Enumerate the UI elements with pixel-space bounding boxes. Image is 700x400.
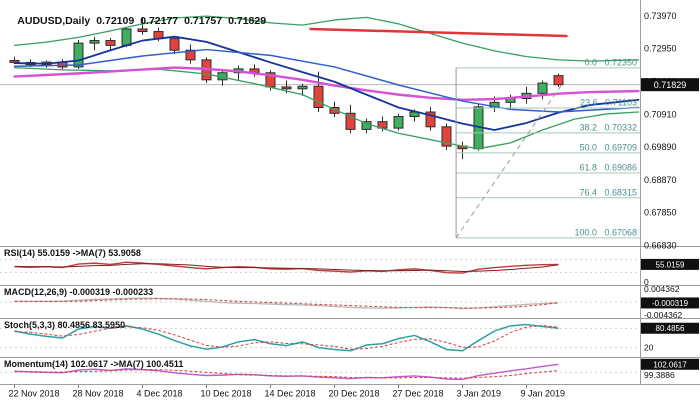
price-axis-label: 0.70910 bbox=[644, 109, 677, 119]
stoch-k-line bbox=[14, 323, 559, 352]
ohlc-open-value: 0.72109 bbox=[96, 15, 135, 27]
bull-candle bbox=[89, 40, 100, 44]
stoch-value-badge-text: 80.4856 bbox=[656, 324, 685, 333]
fib-level-label: 100.0 0.67068 bbox=[574, 227, 637, 237]
bull-candle bbox=[73, 42, 84, 68]
price-axis-label: 0.72950 bbox=[644, 44, 677, 54]
stoch-pane-label: Stoch(5,3,3) 80.4856 83.5950 bbox=[4, 320, 126, 330]
bear-candle bbox=[281, 86, 292, 90]
ohlc-close-value: 0.71829 bbox=[228, 15, 267, 27]
bear-candle bbox=[329, 106, 340, 114]
current-price-badge-text: 0.71829 bbox=[654, 80, 687, 90]
momentum-ma-line bbox=[14, 369, 559, 379]
rsi-axis-label: 0 bbox=[644, 277, 649, 287]
symbol-timeframe-label: AUDUSD,Daily bbox=[17, 15, 91, 27]
time-axis-label: 14 Dec 2018 bbox=[265, 389, 316, 399]
momentum-axis-label: 99.3886 bbox=[644, 370, 675, 380]
rsi-ma-line bbox=[14, 263, 559, 272]
rsi-pane-label: RSI(14) 55.0159 ->MA(7) 53.9058 bbox=[4, 248, 141, 258]
momentum-value-badge-text: 102.0617 bbox=[653, 360, 687, 369]
ma-medium-blue bbox=[13, 48, 640, 113]
bear-candle bbox=[441, 126, 452, 147]
momentum-value-badge bbox=[641, 358, 699, 370]
price-axis-label: 0.73970 bbox=[644, 11, 677, 21]
price-axis-label: 0.68870 bbox=[644, 175, 677, 185]
chart-title: AUDUSD,Daily 0.72109 0.72177 0.71757 0.71829 bbox=[6, 3, 272, 39]
bull-candle bbox=[297, 85, 308, 90]
time-axis-label: 28 Nov 2018 bbox=[73, 389, 124, 399]
rsi-value-badge-text: 55.0159 bbox=[656, 260, 685, 269]
price-axis-label: 0.67850 bbox=[644, 208, 677, 218]
bear-candle bbox=[553, 75, 564, 86]
ma-fast-navy bbox=[13, 35, 640, 131]
time-axis-label: 20 Dec 2018 bbox=[329, 389, 380, 399]
current-price-badge bbox=[641, 78, 699, 92]
time-axis-label: 10 Dec 2018 bbox=[201, 389, 252, 399]
macd-pane-label: MACD(12,26,9) -0.000319 -0.000233 bbox=[4, 287, 154, 297]
bear-candle bbox=[9, 60, 20, 63]
rsi-value-badge bbox=[641, 258, 699, 270]
bull-candle bbox=[393, 116, 404, 129]
macd-value-badge-text: -0.000319 bbox=[652, 299, 689, 308]
time-axis-label: 3 Jan 2019 bbox=[457, 389, 502, 399]
time-axis-label: 22 Nov 2018 bbox=[9, 389, 60, 399]
bear-candle bbox=[185, 49, 196, 61]
ohlc-low-value: 0.71757 bbox=[184, 15, 223, 27]
macd-line bbox=[14, 297, 559, 310]
macd-value-badge bbox=[641, 297, 699, 309]
fib-level-label: 38.2 0.70332 bbox=[579, 122, 637, 132]
fib-level-label: 50.0 0.69709 bbox=[579, 142, 637, 152]
bear-candle bbox=[105, 40, 116, 46]
price-axis-label: 0.66830 bbox=[644, 241, 677, 251]
resistance-trendline-red bbox=[309, 27, 568, 38]
bull-candle bbox=[537, 82, 548, 94]
bear-candle bbox=[345, 112, 356, 130]
macd-signal-line bbox=[14, 298, 559, 309]
time-axis-label: 9 Jan 2019 bbox=[521, 389, 566, 399]
stoch-value-badge bbox=[641, 322, 699, 334]
price-axis-label: 0.69890 bbox=[644, 142, 677, 152]
bear-candle bbox=[137, 28, 148, 33]
macd-axis-label: -0.004362 bbox=[644, 310, 683, 320]
fib-level-label: 61.8 0.69086 bbox=[579, 162, 637, 172]
bear-candle bbox=[313, 85, 324, 108]
bear-candle bbox=[169, 38, 180, 51]
fib-level-label: 0.0 0.72350 bbox=[584, 57, 637, 67]
fib-level-label: 23.6 0.71103 bbox=[580, 98, 637, 108]
ohlc-high-value: 0.72177 bbox=[140, 15, 179, 27]
macd-axis-label: 0.004362 bbox=[644, 284, 680, 294]
time-axis-label: 27 Dec 2018 bbox=[393, 389, 444, 399]
stoch-d-line bbox=[14, 325, 559, 350]
fib-level-label: 76.4 0.68315 bbox=[579, 187, 637, 197]
fib-trendline bbox=[455, 84, 563, 239]
envelope-upper-band bbox=[13, 15, 640, 62]
stoch-axis-label: 20 bbox=[644, 343, 654, 353]
time-axis-label: 4 Dec 2018 bbox=[137, 389, 183, 399]
bear-candle bbox=[425, 111, 436, 128]
momentum-pane-label: Momentum(14) 102.0617 ->MA(7) 100.4511 bbox=[4, 359, 184, 369]
